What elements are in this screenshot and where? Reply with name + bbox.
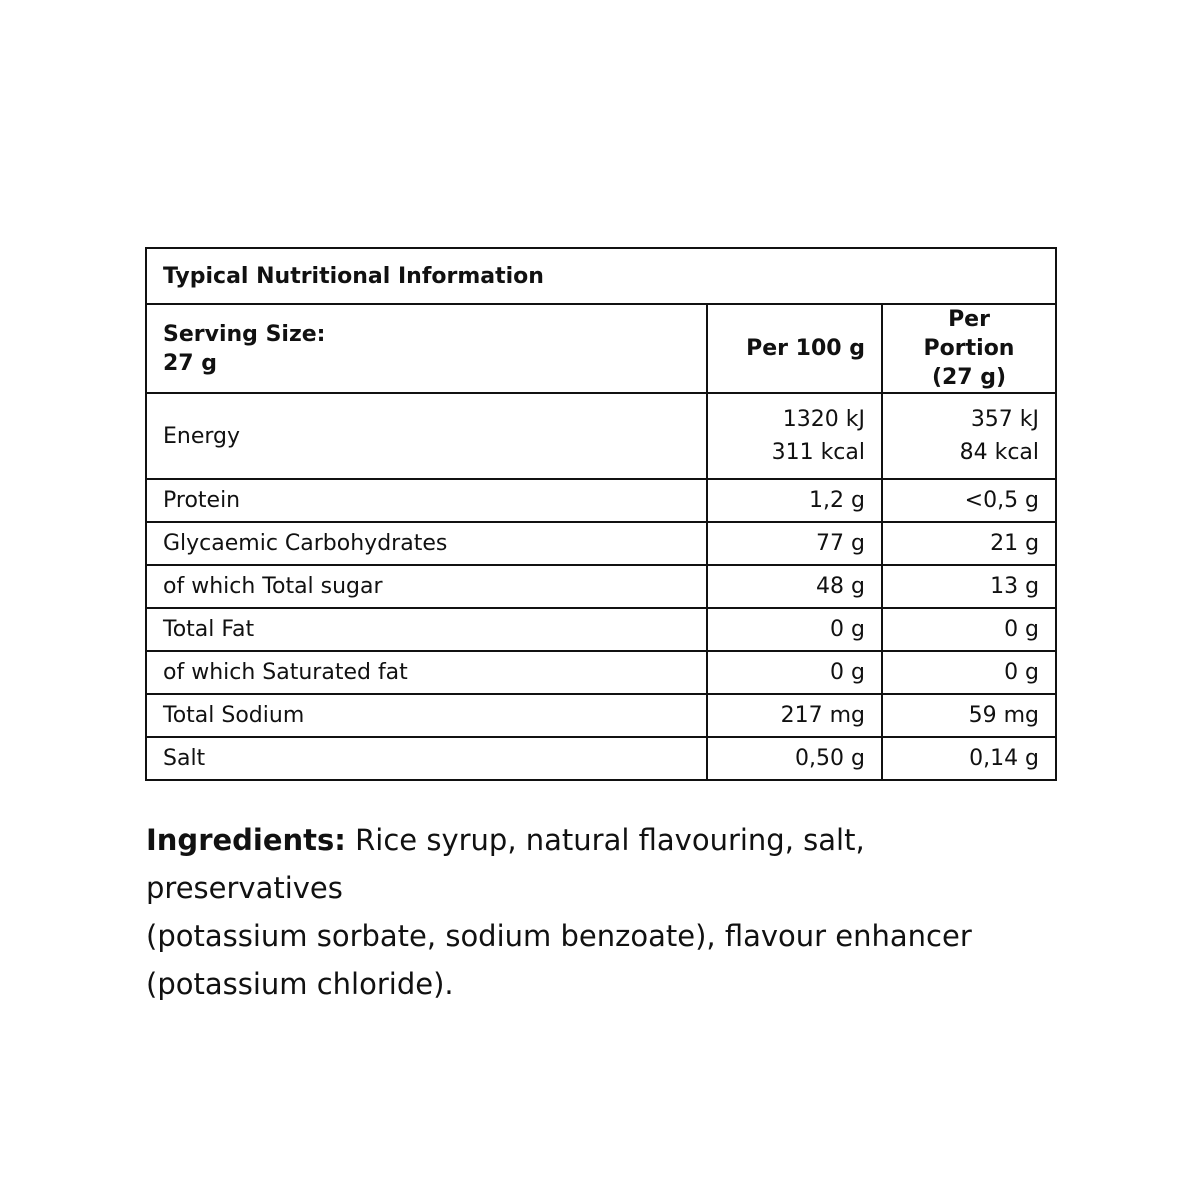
ingredients-line3: (potassium chloride). [146,967,454,1001]
portion-value: <0,5 g [880,478,1058,523]
row-label: Total Fat [145,607,708,652]
table-row: of which Total sugar 48 g 13 g [145,564,1058,609]
col-portion-line2: (27 g) [931,365,1007,390]
per100-kcal: 311 kcal [771,440,865,465]
portion-value: 0 g [880,607,1058,652]
row-label: Salt [145,736,708,781]
col-portion: Per Portion (27 g) [880,303,1058,394]
row-label: Total Sodium [145,693,708,738]
ingredients-line1: Ingredients: Rice syrup, natural flavour… [146,816,1066,912]
serving-label: Serving Size: [163,321,326,347]
row-label: Glycaemic Carbohydrates [145,521,708,566]
per100-kj: 1320 kJ [782,407,865,432]
per100-value: 48 g [706,564,883,609]
col-portion-line1: Per Portion [923,307,1015,361]
per100-value: 0 g [706,650,883,695]
portion-value: 21 g [880,521,1058,566]
row-label: of which Saturated fat [145,650,708,695]
table-row: Total Sodium 217 mg 59 mg [145,693,1058,738]
ingredients-label: Ingredients: [146,823,346,857]
portion-value: 0 g [880,650,1058,695]
portion-value: 59 mg [880,693,1058,738]
header-row: Serving Size: 27 g Per 100 g Per Portion (… [145,303,1058,394]
portion-value: 13 g [880,564,1058,609]
serving-value: 27 g [163,350,218,376]
table-row: Protein 1,2 g <0,5 g [145,478,1058,523]
table-row: Salt 0,50 g 0,14 g [145,736,1058,781]
table-row: Energy 1320 kJ 311 kcal 357 kJ 84 kcal [145,392,1058,480]
per100-value: 0 g [706,607,883,652]
ingredients-text1: Rice syrup, natural flavouring, salt, pr… [146,823,865,905]
nutrition-table: Typical Nutritional Information Serving … [144,247,1058,781]
row-label: of which Total sugar [145,564,708,609]
portion-value: 0,14 g [880,736,1058,781]
serving-size: Serving Size: 27 g [145,303,708,394]
per100-value: 1320 kJ 311 kcal [706,392,883,480]
ingredients: Ingredients: Rice syrup, natural flavour… [146,816,1066,1008]
per100-value: 1,2 g [706,478,883,523]
row-label: Energy [145,392,708,480]
portion-kcal: 84 kcal [959,440,1040,465]
per100-value: 77 g [706,521,883,566]
ingredients-line2: (potassium sorbate, sodium benzoate), fl… [146,919,972,953]
col-per100: Per 100 g [706,303,883,394]
per100-value: 217 mg [706,693,883,738]
per100-value: 0,50 g [706,736,883,781]
row-label: Protein [145,478,708,523]
table-row: Glycaemic Carbohydrates 77 g 21 g [145,521,1058,566]
portion-kj: 357 kJ [970,407,1040,432]
table-title: Typical Nutritional Information [144,247,1058,305]
portion-value: 357 kJ 84 kcal [880,392,1058,480]
